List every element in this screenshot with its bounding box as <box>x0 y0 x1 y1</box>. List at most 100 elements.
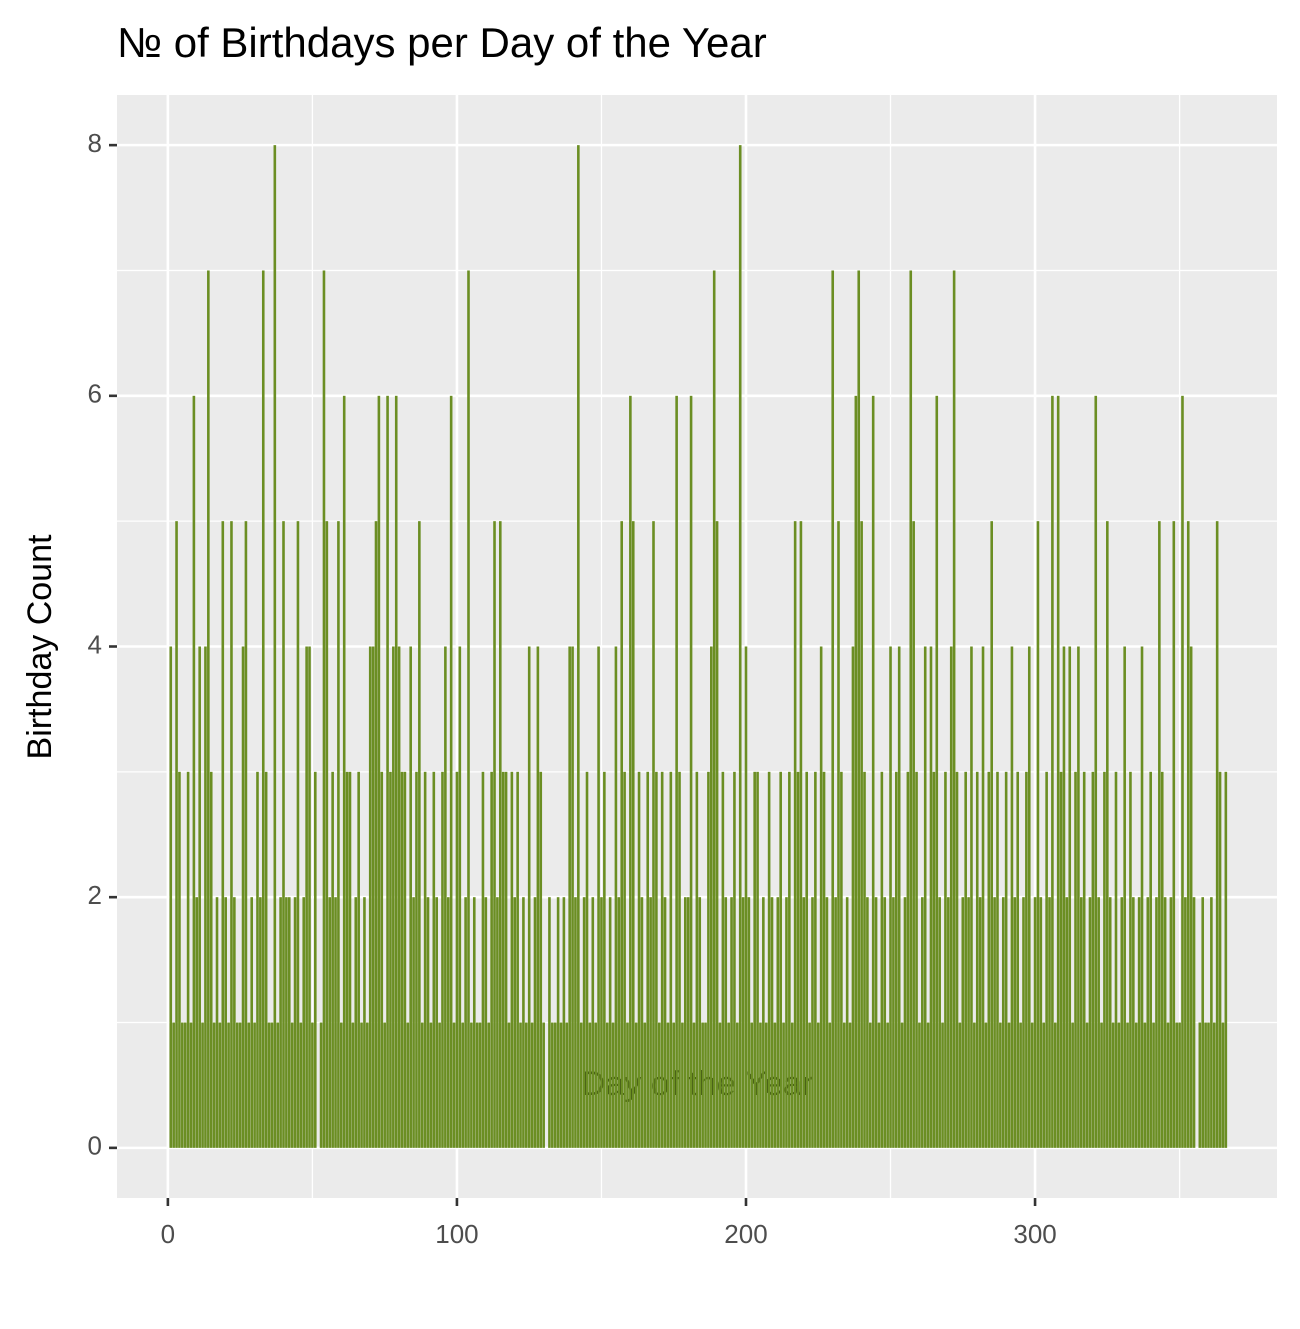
bar <box>1033 897 1037 1148</box>
bar <box>944 771 947 1148</box>
bar <box>1030 1022 1034 1148</box>
bar <box>923 646 927 1148</box>
bar <box>279 897 282 1148</box>
bar <box>305 646 308 1148</box>
bar <box>620 521 624 1148</box>
bar <box>559 1022 563 1148</box>
bar <box>366 1022 369 1148</box>
bar <box>811 897 814 1148</box>
bar <box>221 521 225 1148</box>
bar <box>487 1022 491 1148</box>
bar <box>900 1022 904 1148</box>
bar <box>816 1022 820 1148</box>
bar <box>432 771 436 1148</box>
bar <box>212 1022 216 1148</box>
bar <box>172 1022 175 1148</box>
bar <box>579 1022 583 1148</box>
bar <box>603 771 606 1148</box>
bar <box>678 771 681 1148</box>
bar <box>1111 1022 1115 1148</box>
bar <box>903 897 907 1148</box>
bar <box>961 897 965 1148</box>
bar <box>504 771 508 1148</box>
bar <box>799 521 803 1148</box>
bar <box>1120 897 1124 1148</box>
bar <box>938 897 941 1148</box>
bar <box>325 521 329 1148</box>
bar <box>710 646 713 1148</box>
bar <box>368 646 372 1148</box>
bar <box>441 771 444 1148</box>
bar <box>247 1022 251 1148</box>
bar <box>181 1022 184 1148</box>
bar <box>299 1022 303 1148</box>
bar <box>897 646 901 1148</box>
bar <box>657 1022 661 1148</box>
bar <box>845 897 849 1148</box>
bar <box>230 521 233 1148</box>
bar <box>952 270 956 1148</box>
bar <box>1163 897 1167 1148</box>
bar <box>909 270 913 1148</box>
bar <box>1126 1022 1129 1148</box>
bar <box>1094 395 1098 1148</box>
bar <box>871 395 875 1148</box>
bar <box>394 395 398 1148</box>
bar <box>1071 1022 1074 1148</box>
bar <box>1186 521 1190 1148</box>
bar <box>1178 1022 1181 1148</box>
bar <box>490 771 493 1148</box>
bar <box>1192 897 1196 1148</box>
bar <box>1013 897 1017 1148</box>
bar <box>822 771 826 1148</box>
bar <box>429 1022 433 1148</box>
bar <box>1123 646 1126 1148</box>
bar <box>1065 897 1069 1148</box>
bar <box>313 771 317 1148</box>
bar <box>435 897 439 1148</box>
bar <box>1140 646 1144 1148</box>
bar <box>438 1022 441 1148</box>
bar <box>1114 771 1118 1148</box>
bar <box>415 771 418 1148</box>
bar <box>1207 1022 1210 1148</box>
bar <box>1166 1022 1170 1148</box>
bar <box>556 897 560 1148</box>
bar <box>539 771 543 1148</box>
bar <box>889 646 892 1148</box>
bar <box>357 771 360 1148</box>
bar <box>507 1022 511 1148</box>
bar <box>475 1022 479 1148</box>
bar <box>631 521 635 1148</box>
bar <box>637 771 641 1148</box>
bar <box>322 270 326 1148</box>
bar <box>360 1022 363 1148</box>
bar <box>201 1022 204 1148</box>
bar <box>594 1022 597 1148</box>
bar <box>851 646 855 1148</box>
bar <box>880 771 884 1148</box>
bar <box>328 897 332 1148</box>
bar <box>840 771 843 1148</box>
bar <box>296 521 300 1148</box>
bar <box>707 771 710 1148</box>
bar <box>461 1022 465 1148</box>
bar <box>1080 897 1083 1148</box>
bar <box>183 1022 187 1148</box>
bar <box>1172 521 1176 1148</box>
bar <box>256 771 259 1148</box>
bar <box>207 270 210 1148</box>
bar <box>204 646 207 1148</box>
bar <box>510 771 514 1148</box>
bar <box>311 1022 314 1148</box>
bar <box>1077 646 1080 1148</box>
bar <box>866 897 869 1148</box>
bar <box>452 1022 456 1148</box>
bar <box>762 897 765 1148</box>
bar <box>779 771 782 1148</box>
bar <box>1010 646 1014 1148</box>
bar <box>308 646 311 1148</box>
bar <box>747 897 751 1148</box>
bar <box>400 771 404 1148</box>
bar <box>244 521 248 1148</box>
